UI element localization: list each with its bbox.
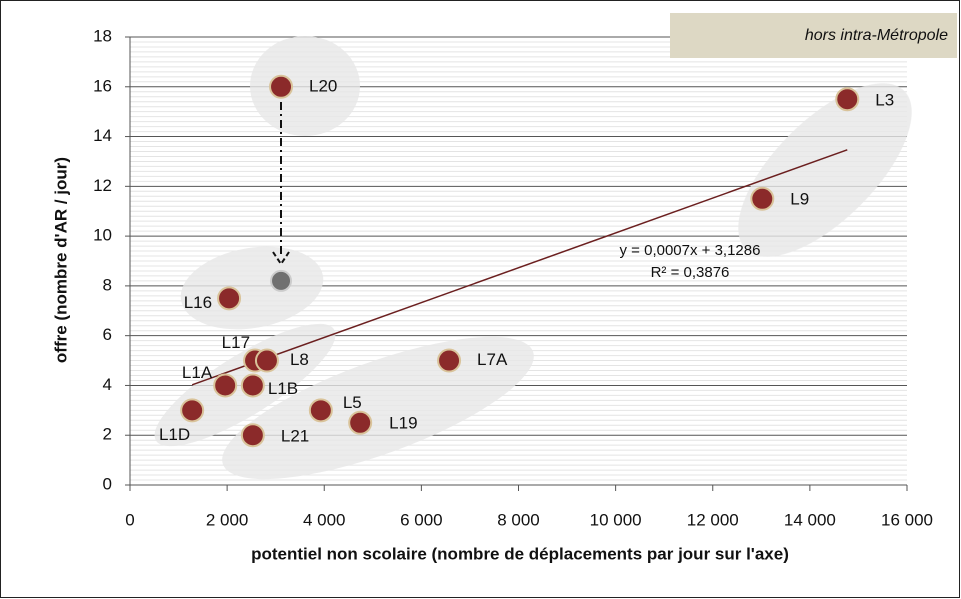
point-label: L1B bbox=[268, 379, 298, 398]
y-tick-label: 4 bbox=[103, 375, 112, 394]
group-ellipse bbox=[222, 336, 534, 480]
point bbox=[180, 398, 205, 423]
x-tick-label: 16 000 bbox=[881, 510, 933, 529]
point bbox=[269, 74, 294, 99]
point-label: L5 bbox=[343, 393, 362, 412]
y-tick-label: 18 bbox=[93, 26, 112, 45]
point bbox=[240, 373, 265, 398]
x-tick-label: 6 000 bbox=[400, 510, 443, 529]
point bbox=[437, 348, 462, 373]
point-label: L8 bbox=[290, 350, 309, 369]
point bbox=[348, 410, 373, 435]
group-ellipse bbox=[180, 246, 324, 330]
y-tick-label: 16 bbox=[93, 76, 112, 95]
group-ellipse bbox=[738, 83, 912, 257]
annotation: hors intra-Métropole bbox=[805, 27, 948, 44]
point-label: L21 bbox=[281, 427, 309, 446]
x-tick-label: 4 000 bbox=[303, 510, 346, 529]
x-tick-label: 14 000 bbox=[784, 510, 836, 529]
point bbox=[254, 348, 279, 373]
trendline bbox=[191, 149, 848, 386]
x-tick-label: 2 000 bbox=[206, 510, 249, 529]
point bbox=[270, 269, 293, 292]
point-label: L19 bbox=[389, 413, 417, 432]
trend-equation: y = 0,0007x + 3,1286 bbox=[620, 242, 761, 259]
x-tick-label: 8 000 bbox=[497, 510, 540, 529]
x-tick-label: 0 bbox=[125, 510, 134, 529]
annotation-box bbox=[670, 13, 957, 58]
point-label: L1A bbox=[182, 363, 213, 382]
point-label: L20 bbox=[309, 76, 337, 95]
point bbox=[750, 186, 775, 211]
y-tick-label: 10 bbox=[93, 226, 112, 245]
point-label: L9 bbox=[790, 189, 809, 208]
point-label: L16 bbox=[184, 293, 212, 312]
point-label: L1D bbox=[159, 425, 190, 444]
y-tick-label: 12 bbox=[93, 176, 112, 195]
point bbox=[308, 398, 333, 423]
point-label: L7A bbox=[477, 350, 508, 369]
y-tick-label: 14 bbox=[93, 126, 112, 145]
y-tick-label: 0 bbox=[103, 474, 112, 493]
point-label: L17 bbox=[222, 333, 250, 352]
trend-r2: R² = 0,3876 bbox=[651, 264, 730, 281]
y-tick-label: 8 bbox=[103, 275, 112, 294]
point bbox=[217, 286, 242, 311]
x-axis-title: potentiel non scolaire (nombre de déplac… bbox=[251, 544, 789, 563]
point bbox=[835, 87, 860, 112]
point-label: L3 bbox=[875, 91, 894, 110]
group-ellipse bbox=[250, 36, 360, 136]
y-axis-title: offre (nombre d'AR / jour) bbox=[51, 157, 70, 363]
x-tick-label: 10 000 bbox=[590, 510, 642, 529]
x-tick-label: 12 000 bbox=[687, 510, 739, 529]
y-tick-label: 2 bbox=[103, 425, 112, 444]
y-tick-label: 6 bbox=[103, 325, 112, 344]
point bbox=[213, 373, 238, 398]
arrow-head bbox=[272, 251, 290, 266]
point bbox=[240, 423, 265, 448]
